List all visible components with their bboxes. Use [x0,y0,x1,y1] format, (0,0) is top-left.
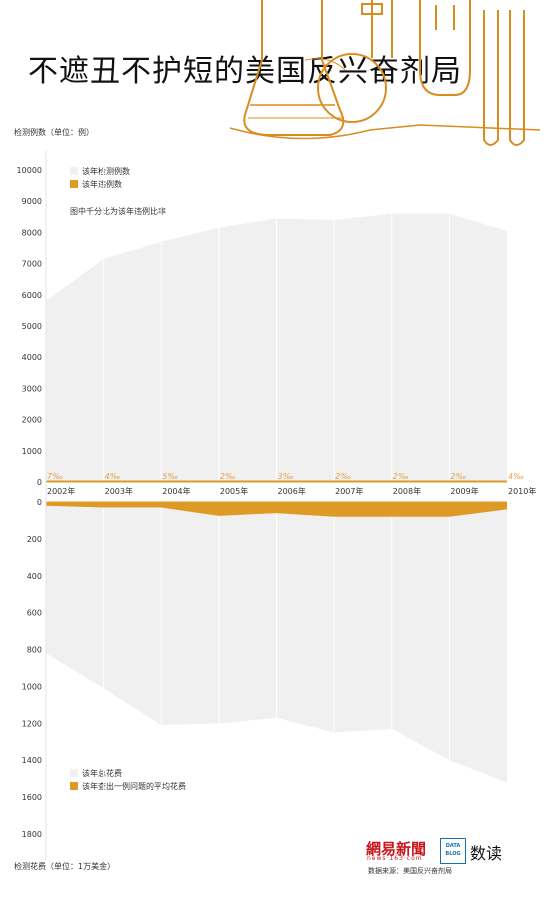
plot-area: 0100020003000400050006000700080009000100… [17,150,537,860]
top-y-tick-label: 5000 [22,322,42,331]
datablog-badge: DATA BLOG [440,838,466,864]
top-y-tick-label: 1000 [22,447,42,456]
top-y-tick-label: 10000 [17,166,42,175]
top-y-tick-label: 3000 [22,384,42,393]
x-tick-label: 2005年 [220,486,248,496]
top-y-tick-label: 4000 [22,353,42,362]
top-y-tick-label: 7000 [22,260,42,269]
bottom-y-tick-label: 1000 [22,682,42,691]
x-tick-label: 2002年 [47,486,75,496]
bottom-y-tick-label: 1800 [22,830,42,839]
top-y-tick-label: 9000 [22,197,42,206]
rate-label: 2‰ [393,472,409,481]
legend-tests-label: 该年检测例数 [82,166,130,176]
legend-swatch-total-cost [70,769,78,777]
bottom-y-tick-label: 400 [27,572,42,581]
bottom-y-tick-label: 200 [27,535,42,544]
rate-label: 2‰ [220,472,236,481]
bottom-y-tick-label: 1200 [22,719,42,728]
bottom-y-tick-label: 0 [37,498,42,507]
data-source: 数据来源：美国反兴奋剂局 [368,866,452,876]
bottom-y-tick-label: 1400 [22,756,42,765]
legend-avg-cost-label: 该年查出一例问题的平均花费 [82,781,186,791]
shudu-logo: 数读 [470,840,502,864]
x-tick-label: 2006年 [278,486,306,496]
bottom-y-axis-label: 检测花费（单位：1万美金） [14,861,115,871]
rate-label: 2‰ [335,472,351,481]
bottom-y-tick-label: 800 [27,646,42,655]
rate-label: 7‰ [47,472,63,481]
legend-swatch-avg-cost [70,782,78,790]
rate-label: 4‰ [508,472,524,481]
rate-label: 4‰ [105,472,121,481]
bottom-y-tick-label: 1600 [22,793,42,802]
top-y-tick-label: 2000 [22,416,42,425]
top-y-tick-label: 8000 [22,228,42,237]
top-y-tick-label: 0 [37,478,42,487]
x-tick-label: 2003年 [105,486,133,496]
legend-swatch-violations [70,180,78,188]
legend-violations-label: 该年违例数 [82,179,122,189]
bottom-y-tick-label: 600 [27,609,42,618]
x-tick-label: 2010年 [508,486,536,496]
x-tick-label: 2008年 [393,486,421,496]
x-tick-label: 2009年 [450,486,478,496]
top-y-tick-label: 6000 [22,291,42,300]
legend-total-cost-label: 该年总花费 [82,768,122,778]
rate-label: 5‰ [162,472,178,481]
legend-swatch-tests [70,167,78,175]
x-tick-label: 2004年 [162,486,190,496]
publisher-logo: 網易新聞 news·163·com DATA BLOG 数读 [366,838,536,868]
lab-glassware-illustration [230,0,540,145]
top-y-axis-label: 检测例数（单位：例） [14,127,94,137]
rate-label: 3‰ [278,472,294,481]
rate-label: 2‰ [450,472,466,481]
x-tick-label: 2007年 [335,486,363,496]
chart-note: 图中千分比为该年违例比率 [70,206,166,216]
netease-url: news·163·com [367,855,423,862]
